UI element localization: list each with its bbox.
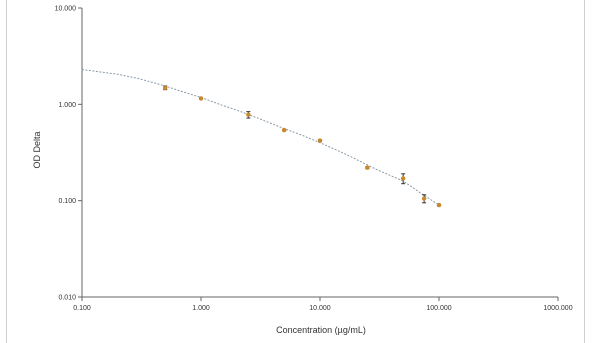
y-tick-label: 1.000 (58, 102, 76, 109)
data-point (317, 138, 323, 143)
x-tick-label: 100.000 (426, 305, 451, 312)
point-marker (365, 165, 370, 170)
tick-labels: 0.100 1.000 10.000 100.000 1000.000 10.000 1.0… (55, 6, 573, 313)
frame-right-border (584, 0, 585, 343)
point-marker (436, 202, 442, 208)
point-marker (246, 112, 251, 117)
y-tick-label: 10.000 (55, 6, 77, 13)
point-marker (317, 138, 323, 143)
point-marker (198, 96, 204, 101)
data-points (162, 85, 442, 208)
data-point (421, 194, 427, 204)
data-point (281, 127, 287, 133)
x-tick-label: 10.000 (309, 305, 331, 312)
fit-curve (81, 68, 440, 206)
data-point (162, 85, 168, 91)
point-marker (281, 127, 287, 133)
fit-line (81, 68, 440, 206)
point-marker (400, 176, 406, 181)
data-point (436, 202, 442, 208)
data-point (365, 165, 370, 170)
axes (78, 7, 559, 301)
frame-left-border (6, 0, 7, 343)
x-tick-label: 0.100 (73, 305, 91, 312)
x-tick-label: 1.000 (192, 305, 210, 312)
x-tick-label: 1000.000 (543, 305, 572, 312)
y-tick-label: 0.100 (58, 198, 76, 205)
point-marker (421, 196, 427, 201)
data-point (198, 96, 204, 101)
point-marker (162, 85, 168, 91)
data-point (246, 111, 251, 119)
y-tick-label: 0.010 (58, 295, 76, 302)
data-point (400, 173, 406, 185)
x-axis-label: Concentration (µg/mL) (276, 325, 366, 335)
y-axis-label: OD Delta (32, 131, 42, 168)
